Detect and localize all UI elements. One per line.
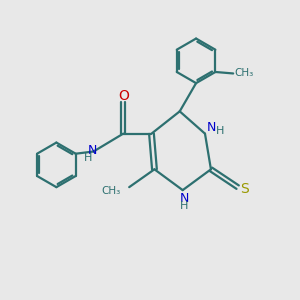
Text: H: H <box>180 202 188 212</box>
Text: N: N <box>179 192 189 205</box>
Text: CH₃: CH₃ <box>235 68 254 79</box>
Text: H: H <box>83 153 92 163</box>
Text: H: H <box>216 126 224 136</box>
Text: CH₃: CH₃ <box>101 186 120 196</box>
Text: S: S <box>240 182 249 196</box>
Text: N: N <box>207 121 216 134</box>
Text: N: N <box>88 143 98 157</box>
Text: O: O <box>118 89 129 103</box>
